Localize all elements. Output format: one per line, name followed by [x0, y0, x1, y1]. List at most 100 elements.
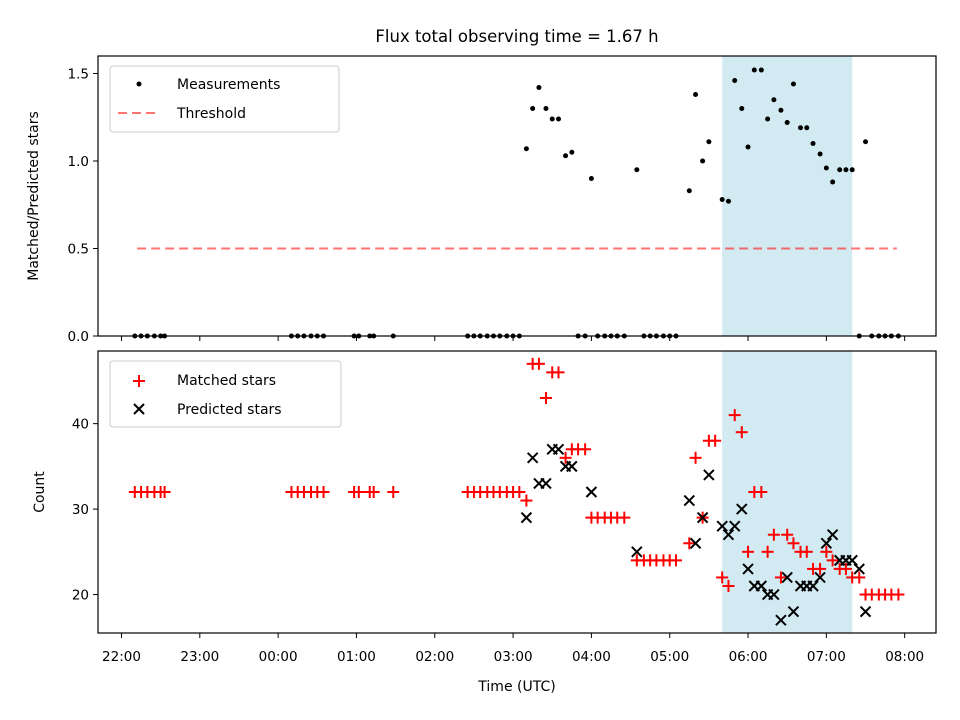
- x-axis-label: Time (UTC): [477, 679, 555, 695]
- matched-star-point: [317, 486, 330, 498]
- measurement-point: [530, 106, 536, 111]
- x-tick-label: 03:00: [494, 649, 533, 665]
- bottom-y-tick-label: 40: [72, 417, 89, 433]
- predicted-star-point: [768, 588, 780, 601]
- predicted-star-point: [814, 571, 826, 584]
- x-tick-label: 04:00: [572, 649, 611, 665]
- bottom-legend-box: [109, 360, 342, 428]
- top-legend: Measurements Threshold: [109, 65, 340, 133]
- legend-matched-marker: [133, 375, 145, 387]
- predicted-star-point: [736, 503, 748, 515]
- matched-star-point: [683, 537, 696, 550]
- predicted-star-point: [520, 511, 533, 524]
- x-tick-label: 08:00: [885, 649, 924, 665]
- matched-star-point: [774, 571, 787, 584]
- x-tick-label: 07:00: [807, 649, 846, 665]
- matched-star-point: [800, 545, 813, 558]
- top-shaded-region: [722, 56, 853, 336]
- matched-star-point: [539, 392, 552, 404]
- measurement-point: [693, 92, 699, 97]
- measurement-point: [739, 106, 745, 111]
- legend-matched-label: Matched stars: [177, 373, 276, 389]
- matched-star-point: [158, 486, 171, 498]
- measurement-point: [549, 116, 555, 122]
- matched-star-point: [839, 562, 852, 575]
- predicted-star-point: [859, 605, 872, 618]
- matched-star-point: [513, 486, 526, 498]
- matched-star-point: [689, 451, 702, 464]
- matched-star-point: [709, 434, 722, 447]
- measurement-point: [556, 116, 562, 122]
- matched-star-point: [367, 486, 380, 498]
- predicted-star-point: [526, 452, 539, 464]
- matched-star-point: [826, 554, 839, 567]
- matched-star-point: [814, 562, 827, 575]
- x-tick-label: 22:00: [102, 649, 141, 665]
- bottom-panel: 20 30 40 22:00 23:00 00:00 01:00 02:00 03:00 04:…: [32, 350, 937, 695]
- top-y-axis-label: Matched/Predicted stars: [26, 111, 42, 281]
- predicted-star-point: [566, 460, 578, 473]
- predicted-star-point: [689, 537, 702, 549]
- predicted-star-point: [755, 580, 768, 592]
- matched-star-point: [552, 366, 565, 379]
- measurement-point: [765, 116, 771, 122]
- measurement-point: [758, 67, 764, 73]
- predicted-star-point: [696, 511, 709, 524]
- measurement-point: [863, 139, 869, 145]
- predicted-star-point: [716, 520, 728, 532]
- measurement-point: [790, 81, 796, 87]
- x-tick-label: 05:00: [650, 649, 689, 665]
- matched-star-point: [669, 554, 682, 567]
- bottom-axes-frame: [97, 350, 937, 634]
- top-title: Flux total observing time = 1.67 h: [375, 27, 658, 46]
- matched-star-point: [735, 426, 748, 439]
- legend-measurements-marker: [136, 81, 142, 87]
- bottom-legend: Matched stars Predicted stars: [109, 360, 342, 428]
- predicted-star-point: [826, 529, 839, 541]
- measurement-point: [745, 144, 751, 150]
- matched-star-point: [559, 451, 572, 464]
- predicted-star-point: [775, 614, 787, 626]
- top-axes-frame: [97, 55, 937, 337]
- measurement-point: [810, 141, 816, 146]
- measurement-point: [784, 120, 790, 125]
- top-y-tick-label: 0.5: [68, 242, 89, 258]
- top-panel: 0.0 0.5 1.0 1.5 Flux total observing time =…: [26, 27, 937, 345]
- legend-predicted-label: Predicted stars: [177, 402, 282, 418]
- matched-stars-series: [128, 357, 905, 601]
- measurement-point: [700, 158, 706, 164]
- x-tick-label: 00:00: [259, 649, 298, 665]
- measurement-point: [843, 167, 849, 173]
- predicted-star-point: [729, 520, 741, 532]
- bottom-x-axis: 22:00 23:00 00:00 01:00 02:00 03:00 04:00 05:00…: [102, 633, 924, 665]
- top-y-tick-label: 1.5: [68, 67, 89, 83]
- bottom-y-axis: 20 30 40: [72, 417, 98, 604]
- measurement-point: [686, 188, 692, 194]
- bottom-shaded-region: [722, 351, 853, 633]
- predicted-star-point: [846, 554, 858, 567]
- predicted-star-point: [703, 469, 715, 481]
- measurement-point: [798, 125, 804, 131]
- measurement-point: [804, 125, 810, 131]
- measurement-point: [771, 97, 777, 103]
- measurement-point: [732, 78, 738, 83]
- matched-star-point: [722, 580, 735, 592]
- matched-star-point: [755, 486, 768, 498]
- predicted-star-point: [540, 477, 552, 490]
- x-tick-label: 23:00: [180, 649, 219, 665]
- matched-star-point: [716, 571, 729, 584]
- measurement-point: [536, 85, 542, 90]
- matched-star-point: [767, 528, 780, 541]
- measurement-point: [719, 197, 725, 202]
- x-tick-label: 01:00: [337, 649, 376, 665]
- bottom-y-tick-label: 20: [72, 588, 89, 604]
- measurement-point: [751, 67, 757, 73]
- matched-star-point: [820, 545, 833, 558]
- matched-star-point: [618, 511, 631, 524]
- x-tick-label: 06:00: [729, 649, 768, 665]
- matched-star-point: [728, 409, 741, 422]
- measurement-point: [849, 167, 855, 173]
- measurement-point: [634, 167, 640, 173]
- measurement-point: [778, 107, 784, 113]
- predicted-star-point: [552, 443, 565, 455]
